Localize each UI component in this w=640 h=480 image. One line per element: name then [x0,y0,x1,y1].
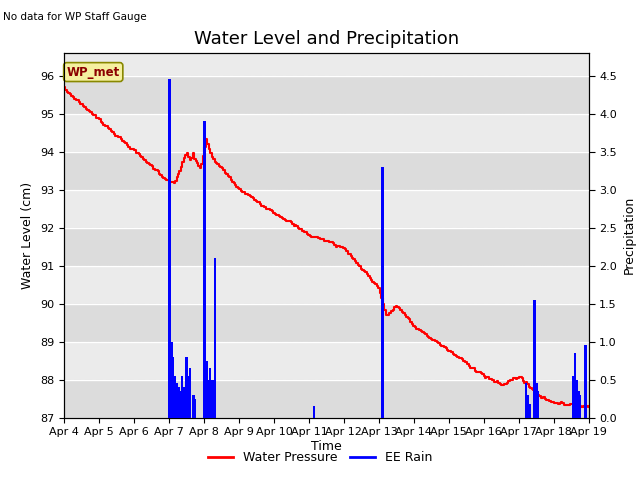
Bar [575,380,578,418]
Bar [168,79,171,418]
Bar [177,387,180,418]
Bar [184,387,186,418]
Bar [525,384,527,418]
Bar [205,360,207,418]
Bar [204,121,206,418]
Bar [535,384,538,418]
X-axis label: Time: Time [311,440,342,453]
Bar [572,376,574,418]
Bar [64,75,589,114]
Bar [207,380,209,418]
Bar [64,190,589,228]
Bar [64,303,589,342]
Bar [194,398,196,418]
Bar [577,391,580,418]
Bar [175,384,178,418]
Bar [584,346,586,418]
Y-axis label: Precipitation: Precipitation [623,196,636,275]
Bar [64,152,589,190]
Bar [170,342,173,418]
Bar [579,395,581,418]
Bar [313,406,316,418]
Bar [189,368,191,418]
Bar [381,167,383,418]
Bar [214,258,216,418]
Bar [211,380,214,418]
Bar [573,353,576,418]
Bar [187,376,189,418]
Text: No data for WP Staff Gauge: No data for WP Staff Gauge [3,12,147,22]
Bar [64,114,589,152]
Bar [64,228,589,265]
Bar [64,380,589,418]
Bar [181,376,184,418]
Bar [528,404,531,418]
Bar [64,342,589,380]
Bar [526,395,529,418]
Bar [209,368,211,418]
Bar [172,357,174,418]
Bar [185,357,188,418]
Bar [533,300,536,418]
Bar [192,395,195,418]
Bar [537,391,540,418]
Bar [179,391,181,418]
Legend: Water Pressure, EE Rain: Water Pressure, EE Rain [203,446,437,469]
Bar [64,265,589,303]
Bar [173,376,176,418]
Title: Water Level and Precipitation: Water Level and Precipitation [194,30,459,48]
Y-axis label: Water Level (cm): Water Level (cm) [22,181,35,289]
Text: WP_met: WP_met [67,66,120,79]
